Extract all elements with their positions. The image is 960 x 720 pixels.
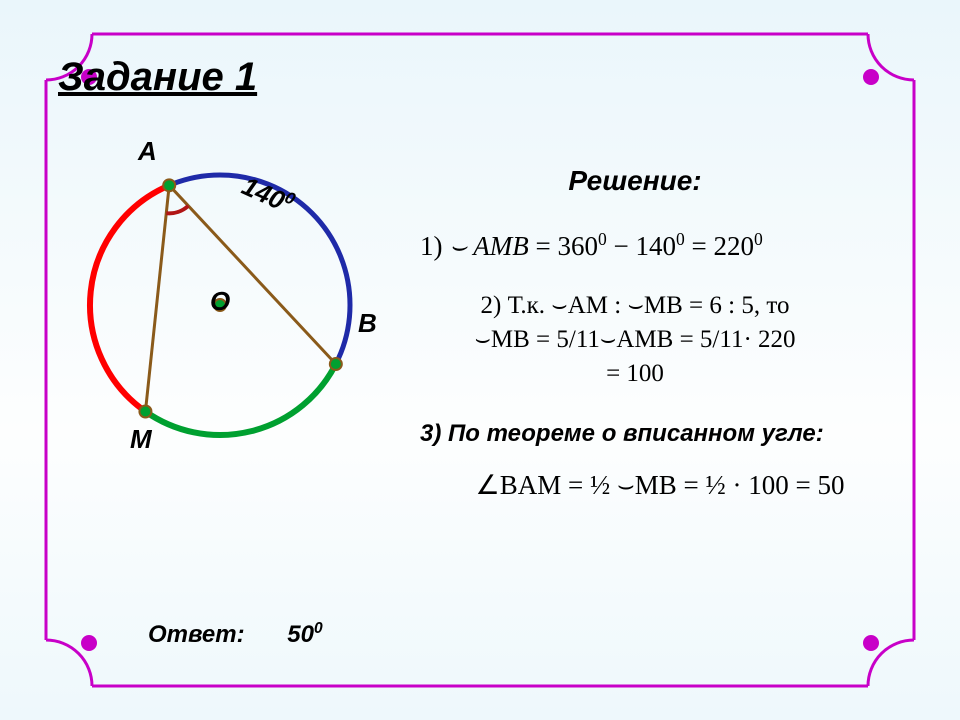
- solution-step-3-heading: 3) По теореме о вписанном угле:: [420, 420, 900, 448]
- answer-row: Ответ: 500: [148, 620, 323, 649]
- label-o: О: [210, 286, 230, 317]
- solution-block: Решение: 1) ⌣ AMB = 3600 − 1400 = 2200 2…: [420, 165, 920, 502]
- solution-step-2: 2) Т.к. ⌣AM : ⌣MB = 6 : 5, то ⌣MB = 5/11…: [420, 289, 850, 390]
- label-b: В: [358, 308, 377, 339]
- solution-step-3: ∠BAM = ½ ⌣MB = ½ · 100 = 50: [420, 470, 900, 502]
- geometry-diagram: А В М О 1400: [60, 130, 380, 470]
- label-m: М: [130, 424, 152, 455]
- solution-step-1: 1) ⌣ AMB = 3600 − 1400 = 2200: [420, 229, 850, 263]
- answer-value: 500: [287, 621, 322, 648]
- label-a: А: [138, 136, 157, 167]
- solution-heading: Решение:: [420, 165, 850, 197]
- page-title: Задание 1: [58, 55, 257, 100]
- answer-label: Ответ:: [148, 621, 245, 648]
